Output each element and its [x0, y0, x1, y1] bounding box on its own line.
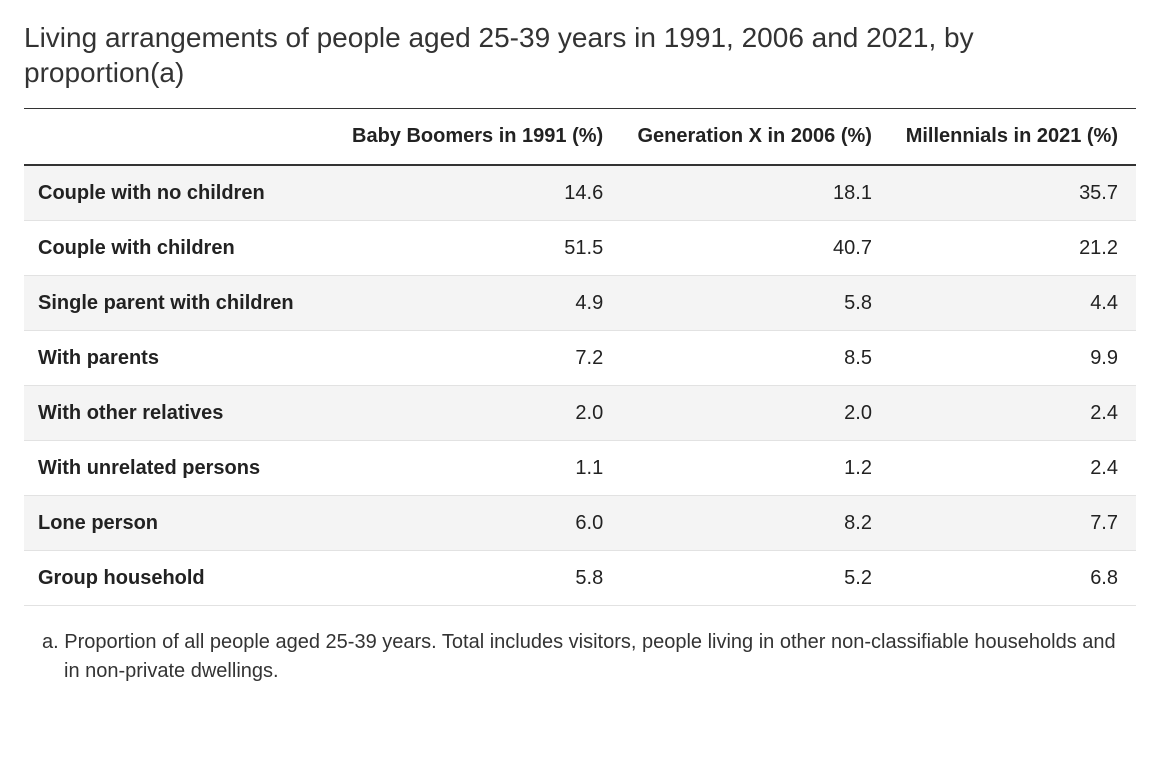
col-header-blank [24, 109, 335, 166]
col-header-boomers: Baby Boomers in 1991 (%) [335, 109, 621, 166]
cell-value: 4.9 [335, 276, 621, 331]
cell-value: 1.1 [335, 441, 621, 496]
row-label: With unrelated persons [24, 441, 335, 496]
cell-value: 6.8 [890, 551, 1136, 606]
cell-value: 40.7 [621, 221, 890, 276]
table-row: Couple with no children 14.6 18.1 35.7 [24, 165, 1136, 221]
row-label: With parents [24, 331, 335, 386]
table-header-row: Baby Boomers in 1991 (%) Generation X in… [24, 109, 1136, 166]
footnote-a: a. Proportion of all people aged 25-39 y… [42, 628, 1128, 686]
col-header-millennials: Millennials in 2021 (%) [890, 109, 1136, 166]
cell-value: 7.2 [335, 331, 621, 386]
cell-value: 7.7 [890, 496, 1136, 551]
cell-value: 9.9 [890, 331, 1136, 386]
cell-value: 5.2 [621, 551, 890, 606]
cell-value: 21.2 [890, 221, 1136, 276]
col-header-genx: Generation X in 2006 (%) [621, 109, 890, 166]
cell-value: 2.4 [890, 441, 1136, 496]
cell-value: 18.1 [621, 165, 890, 221]
row-label: Group household [24, 551, 335, 606]
cell-value: 35.7 [890, 165, 1136, 221]
cell-value: 6.0 [335, 496, 621, 551]
table-row: With other relatives 2.0 2.0 2.4 [24, 386, 1136, 441]
row-label: Lone person [24, 496, 335, 551]
cell-value: 2.0 [335, 386, 621, 441]
cell-value: 2.4 [890, 386, 1136, 441]
cell-value: 5.8 [335, 551, 621, 606]
row-label: Couple with no children [24, 165, 335, 221]
table-row: Single parent with children 4.9 5.8 4.4 [24, 276, 1136, 331]
cell-value: 8.2 [621, 496, 890, 551]
cell-value: 5.8 [621, 276, 890, 331]
cell-value: 4.4 [890, 276, 1136, 331]
cell-value: 8.5 [621, 331, 890, 386]
cell-value: 51.5 [335, 221, 621, 276]
table-row: With unrelated persons 1.1 1.2 2.4 [24, 441, 1136, 496]
table-row: Group household 5.8 5.2 6.8 [24, 551, 1136, 606]
cell-value: 1.2 [621, 441, 890, 496]
row-label: With other relatives [24, 386, 335, 441]
table-row: Couple with children 51.5 40.7 21.2 [24, 221, 1136, 276]
cell-value: 2.0 [621, 386, 890, 441]
table-row: Lone person 6.0 8.2 7.7 [24, 496, 1136, 551]
cell-value: 14.6 [335, 165, 621, 221]
row-label: Couple with children [24, 221, 335, 276]
row-label: Single parent with children [24, 276, 335, 331]
living-arrangements-table: Baby Boomers in 1991 (%) Generation X in… [24, 108, 1136, 606]
table-title: Living arrangements of people aged 25-39… [24, 20, 1136, 90]
table-row: With parents 7.2 8.5 9.9 [24, 331, 1136, 386]
